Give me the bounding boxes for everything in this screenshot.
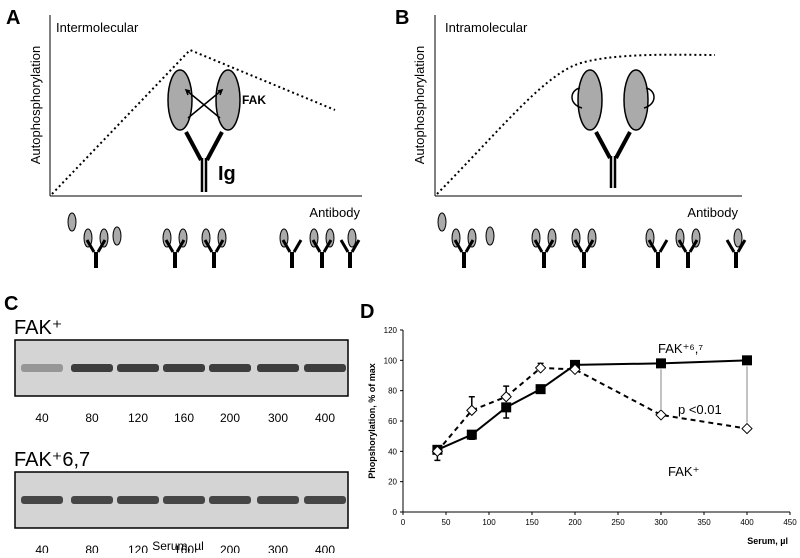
curve	[51, 48, 336, 195]
curve	[436, 53, 716, 195]
antibody-icons	[67, 212, 361, 270]
marker	[535, 384, 546, 395]
lane-label: 80	[85, 543, 99, 553]
series-label: FAK⁺	[668, 464, 699, 479]
lane-label: 40	[35, 543, 49, 553]
panel-letter: B	[395, 7, 409, 29]
panel-title: Intramolecular	[445, 20, 528, 35]
lane-label: 120	[128, 543, 148, 553]
x-label: Antibody	[309, 205, 360, 220]
x-tick-label: 0	[401, 518, 406, 527]
y-label: Autophosphorylation	[412, 46, 427, 165]
series-label: FAK⁺⁶,⁷	[658, 341, 703, 356]
marker	[534, 362, 547, 374]
x-tick-label: 300	[654, 518, 668, 527]
marker	[656, 358, 666, 369]
lane-label: 80	[85, 411, 99, 425]
gel-band	[257, 496, 299, 504]
x-tick-label: 400	[740, 518, 754, 527]
panel-letter: A	[6, 7, 20, 29]
marker	[466, 404, 478, 417]
lane-label: 200	[220, 411, 240, 425]
gel-band	[117, 364, 159, 372]
gel-label: FAK⁺	[14, 317, 62, 339]
gel-band	[163, 364, 205, 372]
antibody	[167, 69, 241, 192]
y-tick-label: 60	[388, 417, 397, 426]
lane-label: 300	[268, 543, 288, 553]
gel-band	[21, 364, 63, 372]
panel-letter: D	[360, 301, 374, 323]
x-label: Serum, µl	[152, 539, 204, 553]
lane-label: 400	[315, 543, 335, 553]
y-tick-label: 120	[384, 326, 398, 335]
gel-band	[71, 364, 113, 372]
gel-band	[209, 364, 251, 372]
gel-label: FAK⁺6,7	[14, 449, 90, 471]
marker	[655, 409, 667, 421]
gel-band	[304, 364, 346, 372]
x-tick-label: 450	[783, 518, 797, 527]
x-tick-label: 100	[482, 518, 496, 527]
y-label: Phopshorylation, % of max	[367, 363, 377, 479]
marker	[500, 391, 512, 403]
lane-label: 300	[268, 411, 288, 425]
x-tick-label: 50	[442, 518, 451, 527]
y-tick-label: 80	[388, 387, 397, 396]
panel-letter: C	[4, 293, 18, 315]
gel-band	[21, 496, 63, 504]
x-tick-label: 350	[697, 518, 711, 527]
x-tick-label: 250	[611, 518, 625, 527]
gel-band	[257, 364, 299, 372]
y-tick-label: 100	[384, 356, 398, 365]
antibody	[571, 69, 655, 188]
x-label: Antibody	[687, 205, 738, 220]
marker	[741, 422, 753, 435]
lane-label: 120	[128, 411, 148, 425]
panel-title: Intermolecular	[56, 20, 139, 35]
annotation: Ig	[218, 163, 236, 185]
y-label: Autophosphorylation	[28, 46, 43, 165]
gel-band	[117, 496, 159, 504]
gel-band	[71, 496, 113, 504]
marker	[431, 445, 444, 458]
marker	[569, 363, 581, 376]
lane-label: 160	[174, 411, 194, 425]
marker	[466, 429, 477, 440]
marker	[742, 355, 752, 366]
lane-label: 400	[315, 411, 335, 425]
annotation: FAK	[242, 93, 266, 107]
x-tick-label: 150	[525, 518, 539, 527]
lane-label: 40	[35, 411, 49, 425]
annotation: p <0.01	[678, 402, 722, 417]
y-tick-label: 0	[393, 508, 398, 517]
gel-band	[209, 496, 251, 504]
antibody-icons	[437, 212, 747, 270]
y-tick-label: 40	[388, 447, 397, 456]
lane-label: 200	[220, 543, 240, 553]
gel-band	[163, 496, 205, 504]
x-label: Serum, µl	[747, 536, 788, 546]
gel-band	[304, 496, 346, 504]
x-tick-label: 200	[568, 518, 582, 527]
y-tick-label: 20	[388, 478, 397, 487]
marker	[501, 402, 512, 413]
